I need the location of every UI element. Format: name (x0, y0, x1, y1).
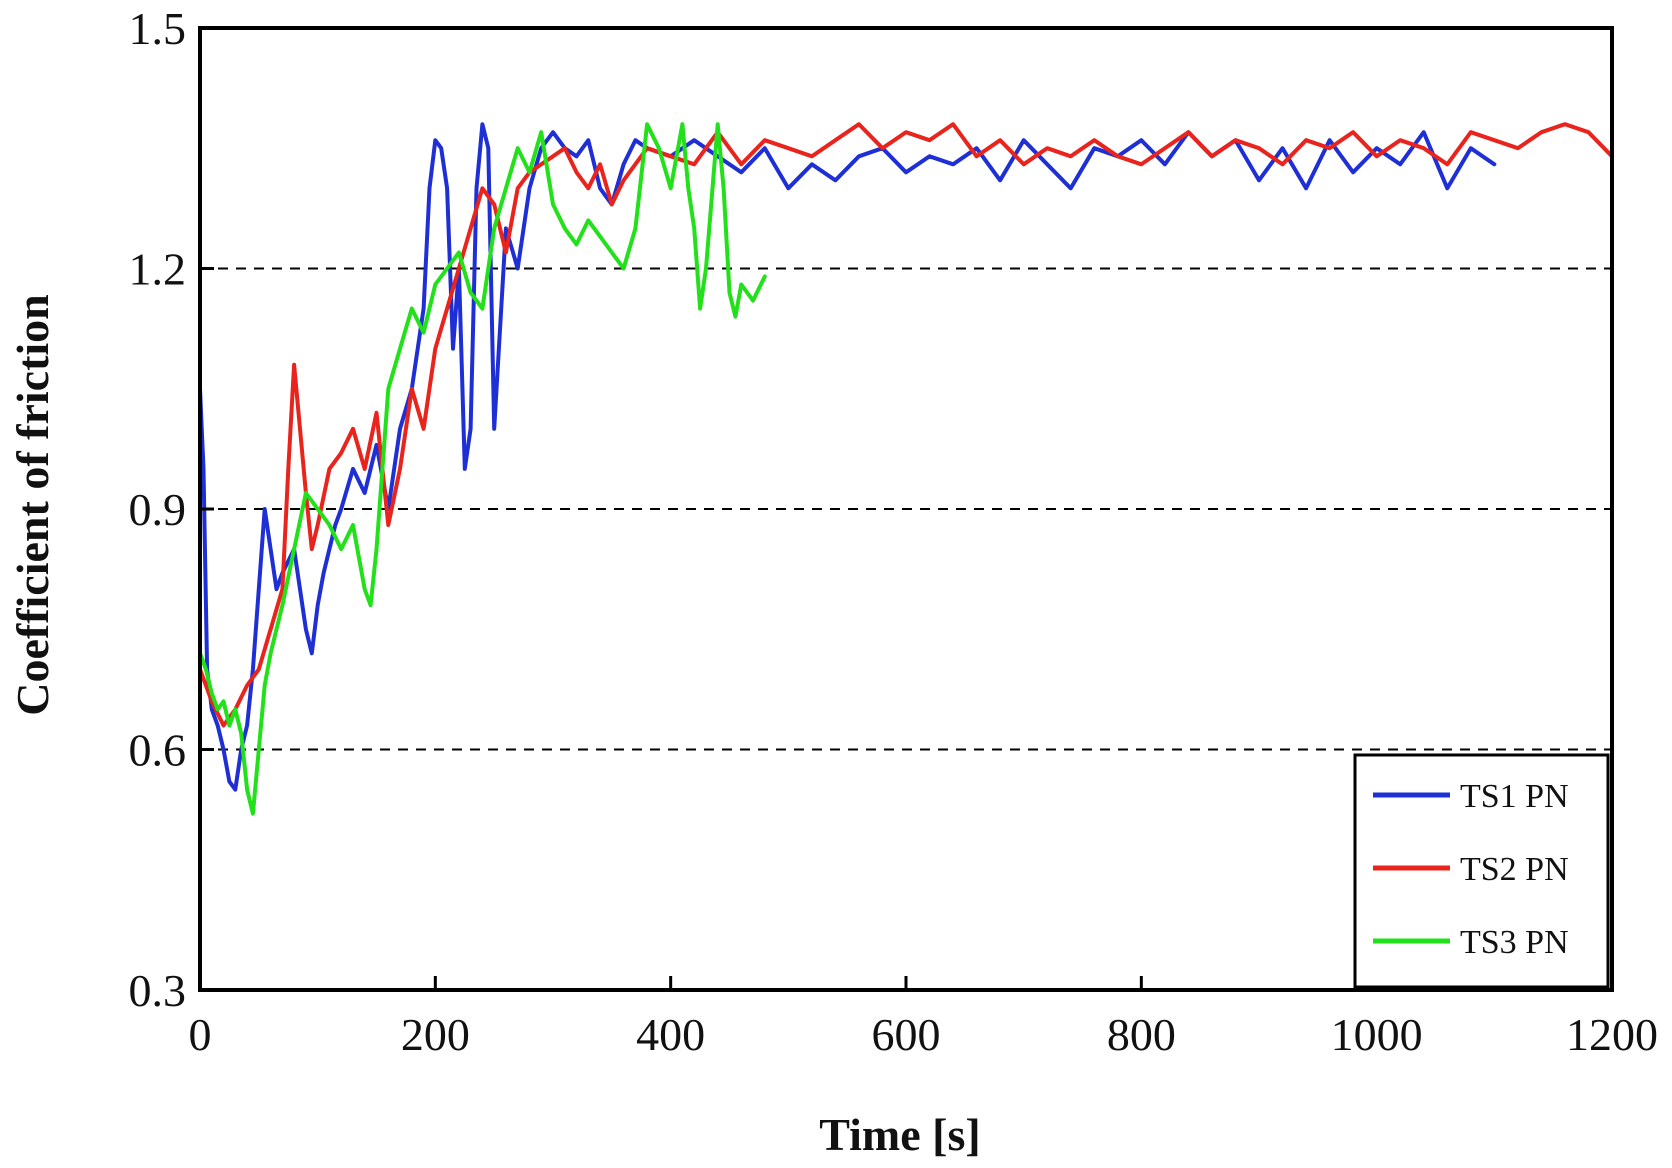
legend-label: TS2 PN (1460, 851, 1569, 888)
legend-label: TS1 PN (1460, 778, 1569, 815)
y-tick-label: 0.9 (129, 484, 187, 535)
x-tick-label: 1200 (1566, 1009, 1658, 1060)
y-tick-label: 1.5 (129, 3, 187, 54)
x-tick-label: 800 (1107, 1009, 1176, 1060)
axis-label-layer: Time [s] Coefficient of friction (7, 294, 981, 1160)
y-tick-label: 1.2 (129, 244, 187, 295)
x-tick-label: 0 (189, 1009, 212, 1060)
legend: TS1 PN TS2 PN TS3 PN (1353, 753, 1610, 989)
y-tick-label: 0.6 (129, 725, 187, 776)
y-tick-label: 0.3 (129, 965, 187, 1016)
series-line-ts3-pn (198, 122, 767, 816)
series-line-ts1-pn (198, 122, 1497, 792)
x-tick-label: 1000 (1331, 1009, 1423, 1060)
x-tick-label: 400 (636, 1009, 705, 1060)
legend-label: TS3 PN (1460, 924, 1569, 961)
series-layer (198, 122, 1614, 816)
x-tick-label: 200 (401, 1009, 470, 1060)
x-axis-title: Time [s] (819, 1109, 980, 1160)
tick-layer: 0 200 400 600 800 1000 1200 0.3 0.6 0.9 1.2 1.5 (129, 3, 1659, 1060)
x-tick-label: 600 (872, 1009, 941, 1060)
series-line-ts2-pn (198, 122, 1614, 728)
y-axis-title: Coefficient of friction (7, 294, 58, 716)
grid-layer (200, 267, 1612, 751)
